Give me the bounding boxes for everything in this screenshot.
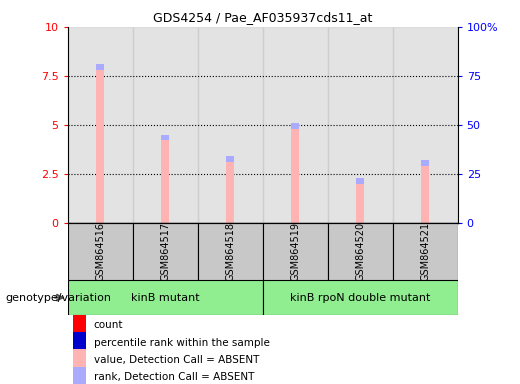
- Bar: [161, 141, 169, 223]
- Bar: [73, 367, 86, 384]
- Bar: [226, 156, 234, 162]
- Text: kinB mutant: kinB mutant: [131, 293, 199, 303]
- Bar: [291, 123, 299, 129]
- Bar: [68, 27, 133, 223]
- Bar: [263, 27, 328, 223]
- Bar: [328, 27, 393, 223]
- Bar: [133, 27, 198, 223]
- Text: rank, Detection Call = ABSENT: rank, Detection Call = ABSENT: [94, 372, 254, 382]
- Text: percentile rank within the sample: percentile rank within the sample: [94, 338, 269, 348]
- Text: value, Detection Call = ABSENT: value, Detection Call = ABSENT: [94, 355, 259, 365]
- Bar: [263, 280, 458, 315]
- Bar: [421, 160, 429, 166]
- Text: GSM864519: GSM864519: [290, 222, 300, 281]
- Bar: [68, 280, 263, 315]
- Bar: [393, 223, 458, 280]
- Text: kinB rpoN double mutant: kinB rpoN double mutant: [290, 293, 430, 303]
- Bar: [356, 178, 364, 184]
- Bar: [263, 223, 328, 280]
- Bar: [73, 349, 86, 370]
- Bar: [68, 223, 133, 280]
- Bar: [96, 64, 104, 70]
- Bar: [421, 166, 429, 223]
- Bar: [73, 315, 86, 336]
- Text: GSM864516: GSM864516: [95, 222, 105, 281]
- Bar: [161, 135, 169, 141]
- Bar: [73, 332, 86, 353]
- Text: GSM864517: GSM864517: [160, 222, 170, 281]
- Bar: [226, 162, 234, 223]
- Bar: [198, 27, 263, 223]
- Title: GDS4254 / Pae_AF035937cds11_at: GDS4254 / Pae_AF035937cds11_at: [153, 11, 372, 24]
- Bar: [198, 223, 263, 280]
- Text: GSM864521: GSM864521: [420, 222, 430, 281]
- Bar: [291, 129, 299, 223]
- Bar: [328, 223, 393, 280]
- Bar: [96, 70, 104, 223]
- Text: count: count: [94, 320, 123, 330]
- Text: GSM864518: GSM864518: [225, 222, 235, 281]
- Bar: [356, 184, 364, 223]
- Bar: [133, 223, 198, 280]
- Text: genotype/variation: genotype/variation: [5, 293, 111, 303]
- Text: GSM864520: GSM864520: [355, 222, 365, 281]
- Bar: [393, 27, 458, 223]
